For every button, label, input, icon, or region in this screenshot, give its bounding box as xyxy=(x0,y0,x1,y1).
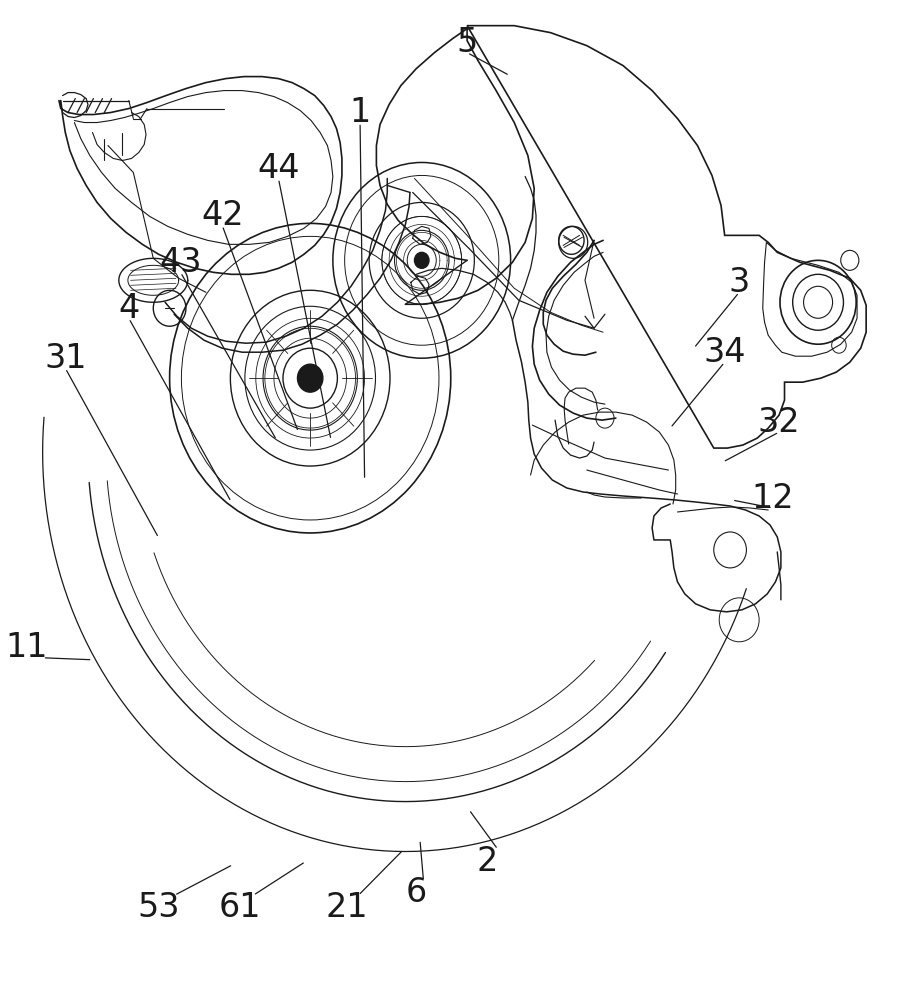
Text: 31: 31 xyxy=(44,342,87,375)
Text: 4: 4 xyxy=(118,292,140,325)
Text: 6: 6 xyxy=(406,876,427,909)
Text: 61: 61 xyxy=(219,891,261,924)
Text: 3: 3 xyxy=(728,266,749,299)
Text: 53: 53 xyxy=(137,891,180,924)
Text: 21: 21 xyxy=(325,891,367,924)
Text: 5: 5 xyxy=(456,26,478,59)
Text: 43: 43 xyxy=(159,246,202,279)
Text: 12: 12 xyxy=(751,482,794,515)
Text: 1: 1 xyxy=(349,96,371,129)
Text: 42: 42 xyxy=(201,199,243,232)
Text: 32: 32 xyxy=(758,406,801,439)
Text: 11: 11 xyxy=(5,631,48,664)
Text: 2: 2 xyxy=(476,845,498,878)
Circle shape xyxy=(297,364,323,392)
Circle shape xyxy=(414,252,429,268)
Text: 34: 34 xyxy=(704,336,746,369)
Text: 44: 44 xyxy=(257,152,300,185)
